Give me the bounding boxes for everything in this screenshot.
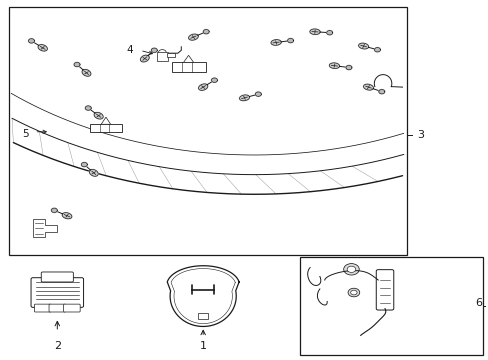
Polygon shape: [38, 45, 47, 51]
Polygon shape: [62, 213, 72, 219]
Polygon shape: [82, 69, 91, 76]
Polygon shape: [287, 39, 293, 43]
Polygon shape: [374, 48, 380, 52]
Polygon shape: [270, 40, 281, 45]
Bar: [157, 53, 167, 61]
Polygon shape: [309, 29, 320, 35]
Polygon shape: [358, 43, 368, 49]
Polygon shape: [328, 63, 339, 68]
FancyBboxPatch shape: [34, 304, 51, 312]
Polygon shape: [211, 78, 217, 82]
Polygon shape: [363, 84, 373, 90]
Polygon shape: [188, 34, 198, 40]
Circle shape: [343, 264, 359, 275]
Polygon shape: [81, 162, 87, 167]
FancyBboxPatch shape: [49, 304, 65, 312]
Text: 6: 6: [474, 298, 482, 308]
Bar: [9, 7, 407, 255]
Text: 3: 3: [416, 130, 423, 140]
Circle shape: [347, 288, 359, 297]
Polygon shape: [198, 84, 207, 90]
Text: 4: 4: [127, 45, 133, 55]
Polygon shape: [183, 55, 193, 63]
Polygon shape: [151, 48, 157, 53]
Polygon shape: [346, 66, 351, 70]
Bar: [171, 63, 205, 72]
Polygon shape: [51, 208, 57, 212]
Polygon shape: [255, 92, 261, 96]
Circle shape: [346, 266, 355, 273]
Polygon shape: [28, 39, 34, 43]
Circle shape: [350, 290, 356, 295]
Polygon shape: [239, 95, 249, 101]
Bar: [300, 257, 482, 355]
Polygon shape: [203, 30, 209, 34]
Bar: [166, 53, 175, 58]
Polygon shape: [140, 55, 149, 62]
Polygon shape: [94, 112, 103, 119]
Polygon shape: [167, 266, 239, 327]
Polygon shape: [89, 170, 98, 176]
FancyBboxPatch shape: [31, 278, 83, 307]
Text: 5: 5: [22, 129, 29, 139]
Polygon shape: [74, 62, 80, 67]
FancyBboxPatch shape: [375, 270, 393, 310]
Text: 1: 1: [199, 341, 206, 351]
Text: 2: 2: [54, 341, 61, 351]
Bar: [90, 124, 122, 132]
Polygon shape: [326, 31, 332, 35]
Bar: [198, 313, 207, 319]
Polygon shape: [85, 106, 91, 110]
Polygon shape: [378, 90, 384, 94]
Polygon shape: [33, 219, 57, 237]
FancyBboxPatch shape: [41, 272, 73, 282]
FancyBboxPatch shape: [63, 304, 80, 312]
Polygon shape: [101, 117, 110, 124]
